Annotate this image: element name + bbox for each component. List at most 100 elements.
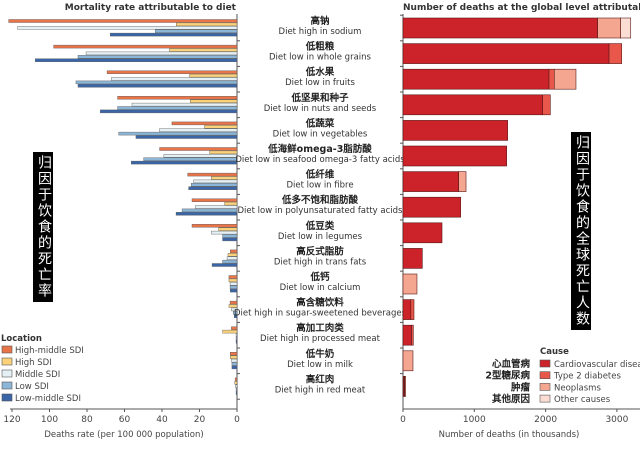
left-bar-high-middle-sdi-11 (229, 300, 238, 305)
right-bar-cardiovascular-diseases-11 (402, 299, 412, 320)
category-label-cn: 高含糖饮料 (296, 297, 344, 309)
left-bar-high-middle-sdi-10 (228, 275, 238, 279)
left-bar-middle-sdi-5 (163, 154, 238, 158)
right-legend-label-cn: 心血管病 (492, 358, 531, 370)
left-bar-low-sdi-11 (233, 311, 238, 315)
category-label-cn: 高钠 (310, 15, 329, 27)
left-bar-high-middle-sdi-6 (187, 172, 238, 177)
category-label-cn: 低海鲜omega-3脂肪酸 (267, 143, 372, 155)
category-label-en: Diet low in calcium (280, 283, 361, 293)
left-bar-low-middle-sdi-12 (235, 340, 238, 344)
left-bar-middle-sdi-6 (193, 179, 238, 184)
category-label-cn: 低坚果和种子 (290, 92, 349, 104)
left-bar-high-sdi-6 (211, 176, 238, 180)
left-bar-middle-sdi-13 (231, 358, 238, 363)
right-legend-label: Cardiovascular diseases (554, 360, 640, 370)
left-bar-low-sdi-3 (117, 106, 238, 110)
left-bar-high-middle-sdi-7 (191, 198, 238, 202)
left-bar-low-sdi-14 (235, 387, 238, 392)
right-bar-cardiovascular-diseases-8 (402, 222, 443, 244)
left-bar-high-sdi-10 (228, 278, 238, 283)
left-bar-middle-sdi-2 (111, 77, 238, 81)
right-bar-neoplasms-13 (402, 350, 414, 372)
right-bar-other-causes-0 (620, 17, 632, 39)
right-legend-label-cn: 其他原因 (492, 393, 530, 405)
left-bar-low-middle-sdi-5 (131, 160, 238, 165)
right-bar-neoplasms-2 (553, 68, 577, 90)
left-bar-high-sdi-3 (190, 99, 238, 103)
right-legend-swatch (539, 359, 551, 368)
category-label-cn: 高加工肉类 (296, 322, 344, 334)
right-bar-neoplasms-6 (458, 171, 467, 192)
left-x-tick-label: 0 (234, 415, 240, 425)
left-x-tick-label: 20 (194, 415, 206, 425)
left-bar-high-sdi-7 (224, 201, 238, 206)
left-legend-label: Middle SDI (15, 370, 60, 380)
category-label-en: Diet low in nuts and seeds (264, 104, 377, 114)
left-bar-high-sdi-8 (218, 227, 238, 231)
category-label-cn: 低多不饱和脂肪酸 (281, 194, 359, 206)
category-label-en: Diet high in red meat (275, 385, 366, 395)
left-bar-high-sdi-9 (227, 253, 238, 257)
left-bar-high-sdi-2 (189, 73, 238, 78)
left-legend-swatch (1, 345, 13, 354)
right-legend-label-cn: 肿瘤 (511, 381, 531, 393)
left-bar-low-sdi-1 (77, 55, 238, 59)
right-bar-cardiovascular-diseases-9 (402, 248, 423, 269)
category-label-en: Diet low in fruits (285, 78, 355, 88)
left-bar-low-sdi-5 (143, 157, 238, 161)
left-x-tick-label: 40 (156, 415, 168, 425)
left-bar-middle-sdi-12 (235, 333, 238, 337)
left-bar-high-middle-sdi-1 (53, 44, 238, 49)
left-bar-high-middle-sdi-2 (106, 70, 238, 74)
left-bar-high-sdi-13 (230, 355, 238, 359)
left-bar-low-sdi-7 (181, 208, 238, 213)
left-bar-middle-sdi-11 (231, 307, 238, 312)
category-label-cn: 低蔬菜 (305, 117, 335, 129)
right-bar-cardiovascular-diseases-4 (402, 120, 508, 141)
category-label-cn: 低牛奶 (305, 348, 335, 360)
left-bar-high-middle-sdi-14 (234, 377, 238, 382)
left-bar-middle-sdi-9 (226, 256, 238, 260)
category-label-cn: 高红肉 (306, 373, 335, 385)
left-x-tick-label: 120 (3, 415, 20, 425)
left-bar-high-sdi-0 (176, 22, 238, 27)
right-bar-cardiovascular-diseases-6 (402, 171, 459, 192)
left-chart-title: Mortality rate attributable to diet (65, 3, 237, 13)
left-bar-low-sdi-9 (222, 259, 238, 264)
left-overlay-label: 归因于饮食的死亡率 (33, 152, 53, 302)
right-x-tick-label: 0 (400, 415, 406, 425)
right-bar-cardiovascular-diseases-0 (402, 17, 598, 39)
right-bar-cardiovascular-diseases-12 (402, 324, 412, 346)
category-label-en: Diet low in milk (287, 360, 353, 370)
left-bar-middle-sdi-8 (211, 230, 238, 235)
left-bar-high-sdi-12 (222, 329, 238, 334)
left-legend-label: Low-middle SDI (15, 394, 81, 404)
left-legend-swatch (1, 369, 13, 378)
left-bar-low-middle-sdi-6 (188, 186, 238, 190)
left-bar-low-sdi-0 (155, 29, 238, 33)
right-bar-type-2-diabetes-3 (542, 94, 551, 116)
left-x-tick-label: 80 (81, 415, 93, 425)
category-label-en: Diet low in seafood omega-3 fatty acids (235, 155, 405, 165)
left-bar-low-sdi-13 (231, 362, 238, 366)
left-legend-label: High-middle SDI (15, 346, 84, 356)
category-label-en: Diet low in polyunsaturated fatty acids (238, 206, 404, 216)
right-legend-label: Type 2 diabetes (553, 372, 621, 382)
right-bar-cardiovascular-diseases-7 (402, 196, 461, 218)
left-bar-low-middle-sdi-1 (35, 58, 238, 62)
category-label-en: Diet low in fibre (286, 181, 353, 191)
right-x-tick-label: 1000 (463, 415, 486, 425)
left-bar-low-middle-sdi-8 (222, 237, 238, 242)
category-label-cn: 低豆类 (305, 220, 335, 232)
left-bar-high-middle-sdi-5 (159, 147, 238, 151)
left-bar-low-middle-sdi-10 (230, 288, 238, 293)
left-bar-high-middle-sdi-12 (231, 326, 238, 330)
category-label-cn: 低粗粮 (305, 41, 335, 53)
left-bar-high-sdi-4 (204, 125, 238, 129)
right-bar-type-2-diabetes-2 (548, 68, 555, 90)
right-bar-cardiovascular-diseases-2 (402, 68, 550, 90)
category-label-cn: 低纤维 (305, 169, 335, 181)
left-bar-low-sdi-4 (118, 131, 238, 136)
